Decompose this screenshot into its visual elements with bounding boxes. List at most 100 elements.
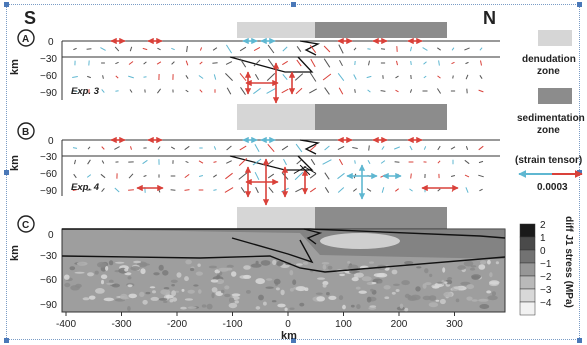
colorbar-swatch (519, 301, 536, 316)
stress-speckle (455, 298, 460, 303)
selection-handle-bottom-right[interactable] (577, 338, 582, 343)
strain-tensor-glyph (143, 175, 147, 177)
fault-c (231, 237, 314, 264)
colorbar-tick: −2 (540, 272, 552, 283)
strain-tensor-glyph (213, 174, 217, 178)
strain-tensor-glyph (268, 186, 274, 194)
strain-tensor-glyph (240, 87, 246, 95)
strain-tensor-glyph (337, 172, 345, 180)
stress-speckle (351, 277, 359, 282)
stress-speckle (152, 290, 156, 294)
strain-tensor-glyph (381, 187, 385, 193)
stress-speckle (354, 272, 364, 278)
stress-speckle (275, 261, 284, 266)
strain-tensor-glyph (213, 146, 217, 150)
strain-tensor-glyph (380, 160, 386, 164)
strain-tensor-glyph (281, 145, 289, 151)
stress-speckle (361, 276, 372, 282)
strain-tensor-glyph (282, 46, 288, 52)
stress-speckle (404, 261, 414, 265)
y-tick-c-2: −60 (40, 275, 57, 286)
stress-speckle (495, 261, 499, 265)
stress-speckle (358, 290, 367, 294)
stress-speckle (453, 286, 464, 290)
strain-tensor-glyph (185, 89, 189, 93)
stress-speckle (265, 286, 274, 289)
strain-tensor-glyph (87, 75, 91, 79)
strain-tensor-glyph (184, 189, 190, 191)
stress-speckle (366, 296, 372, 303)
strain-tensor-glyph (266, 88, 276, 94)
strain-tensor-glyph (299, 164, 311, 176)
strain-tensor-glyph (72, 76, 78, 78)
legend: denudation zone sedimentation zone (stra… (515, 30, 585, 316)
strain-tensor-glyph (128, 173, 134, 179)
strain-tensor-glyph (337, 145, 345, 151)
strain-tensor-glyph (199, 89, 203, 93)
strain-tensor-glyph (451, 188, 455, 192)
strain-tensor-glyph (142, 47, 148, 51)
y-tick-b-3: −90 (40, 186, 57, 197)
strain-tensor-glyph (115, 61, 119, 65)
stress-speckle (369, 261, 374, 264)
x-tick-label: -400 (56, 319, 76, 330)
strain-tensor-glyph (309, 72, 317, 82)
colorbar-title: diff J1 stress (MPa) (563, 216, 574, 308)
strain-tensor-glyph (225, 73, 233, 81)
strain-tensor-glyph (186, 45, 188, 53)
stress-speckle (158, 298, 168, 301)
strain-tensor-glyph (380, 90, 386, 92)
stress-speckle (211, 287, 218, 293)
strain-tensor-glyph (102, 75, 104, 79)
stress-speckle (280, 289, 285, 296)
stress-speckle (149, 286, 156, 289)
stress-speckle (201, 304, 207, 308)
strain-tensor-glyph (309, 187, 317, 193)
strain-tensor-glyph (114, 187, 120, 193)
stress-speckle (489, 280, 500, 285)
stress-speckle (273, 278, 281, 285)
strain-tensor-glyph (282, 60, 288, 66)
denudation-bar-c (237, 207, 315, 229)
selection-handle-bottom-mid[interactable] (291, 338, 296, 343)
strain-tensor-glyph (324, 172, 330, 180)
stress-speckle (103, 297, 115, 302)
stress-speckle (234, 300, 239, 304)
stress-speckle (371, 282, 377, 284)
panel-b-circle (17, 122, 35, 140)
stress-speckle (317, 277, 325, 280)
y-tick-a-1: −30 (40, 54, 57, 65)
selection-handle-mid-left[interactable] (4, 170, 9, 175)
stress-speckle (158, 264, 164, 271)
sedimentation-bar-b (315, 104, 447, 130)
selection-handle-bottom-left[interactable] (4, 338, 9, 343)
stress-speckle (187, 289, 195, 294)
stress-speckle (124, 272, 132, 276)
strain-tensor-glyph (450, 146, 456, 150)
strain-tensor-glyph (254, 143, 260, 153)
stress-speckle (127, 276, 132, 280)
stress-speckle (124, 268, 129, 272)
stress-speckle (277, 303, 286, 308)
strain-tensor-glyph (226, 160, 232, 164)
strain-tensor-glyph (212, 47, 218, 51)
strain-tensor-glyph (479, 75, 483, 79)
stress-speckle (69, 266, 76, 271)
strain-tensor-glyph (86, 48, 92, 50)
selection-handle-top-left[interactable] (4, 2, 9, 7)
strain-tensor-glyph (395, 75, 399, 79)
stress-speckle (163, 287, 170, 290)
strain-tensor-glyph (480, 60, 482, 66)
stress-speckle (424, 282, 432, 286)
experiment-label-a: Exp. 3 (71, 86, 100, 97)
stress-speckle (391, 269, 398, 275)
stress-speckle (75, 283, 82, 288)
selection-handle-top-right[interactable] (577, 2, 582, 7)
strain-tensor-glyph (310, 158, 316, 166)
stress-speckle (94, 270, 99, 275)
selection-handle-top-mid[interactable] (291, 2, 296, 7)
strain-tensor-glyph (324, 187, 330, 193)
strain-tensor-glyph (337, 187, 345, 193)
strain-tensor-glyph (213, 74, 217, 80)
